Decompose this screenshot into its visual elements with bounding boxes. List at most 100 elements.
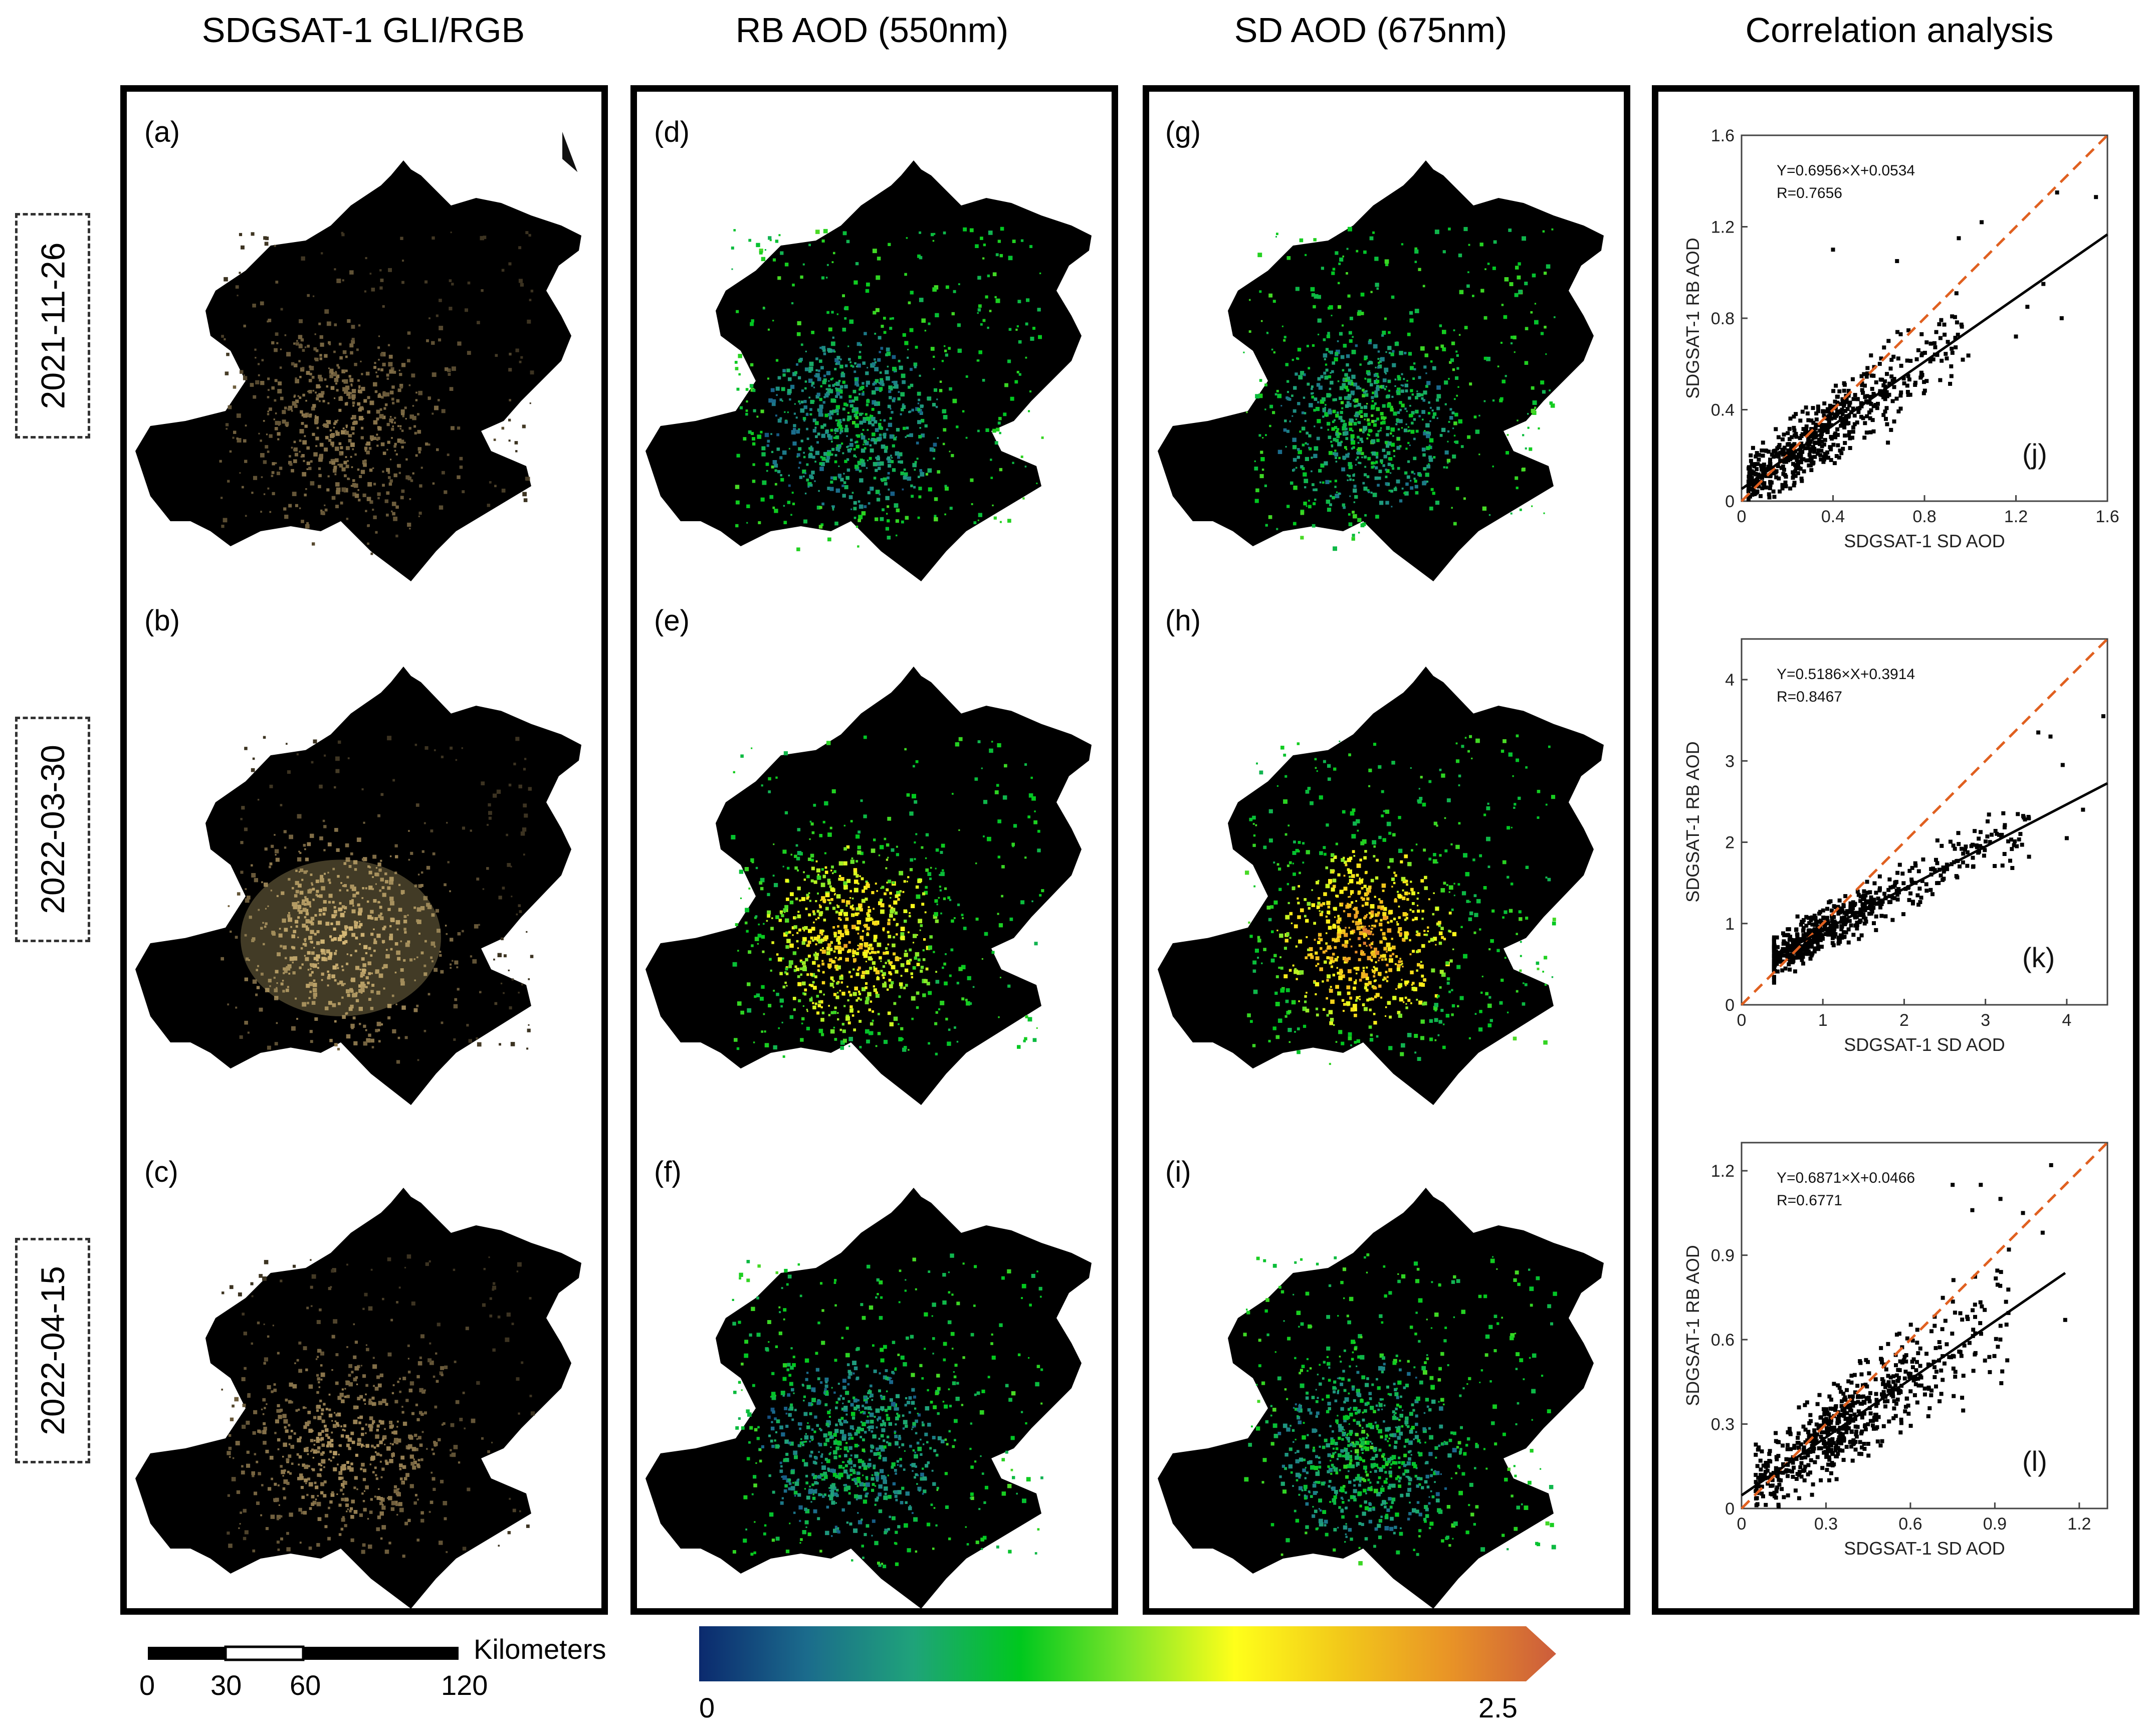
map-pixel <box>987 326 989 329</box>
map-pixel <box>365 257 367 260</box>
map-pixel <box>414 979 416 981</box>
map-pixel <box>273 1498 277 1501</box>
map-pixel <box>429 1342 432 1345</box>
map-pixel <box>757 943 759 945</box>
map-pixel <box>907 1548 911 1553</box>
map-pixel <box>373 483 376 486</box>
map-pixel <box>803 419 805 422</box>
map-pixel <box>829 416 832 420</box>
map-pixel <box>798 467 800 469</box>
map-pixel <box>870 1384 873 1388</box>
map-pixel <box>341 1497 344 1501</box>
map-pixel <box>372 1420 375 1423</box>
map-pixel <box>820 456 823 459</box>
map-pixel <box>393 445 396 448</box>
map-pixel <box>902 380 906 384</box>
map-pixel <box>874 1503 877 1506</box>
map-pixel <box>258 374 260 376</box>
map-pixel <box>335 1413 339 1417</box>
map-pixel <box>811 927 815 931</box>
map-pixel <box>451 283 454 286</box>
map-pixel <box>389 416 392 418</box>
map-pixel <box>883 436 887 439</box>
map-pixel <box>304 940 306 942</box>
map-pixel <box>932 1353 934 1355</box>
map-pixel <box>302 1406 305 1409</box>
map-pixel <box>804 380 807 383</box>
map-pixel <box>320 342 324 347</box>
map-pixel <box>827 943 831 947</box>
map-pixel <box>314 1017 318 1021</box>
map-pixel <box>867 1492 869 1494</box>
map-pixel <box>493 958 495 961</box>
map-pixel <box>879 351 881 353</box>
map-pixel <box>841 1434 846 1439</box>
map-pixel <box>928 1042 930 1045</box>
map-pixel <box>1004 383 1008 387</box>
map-pixel <box>350 383 353 385</box>
map-pixel <box>948 1291 951 1294</box>
map-pixel <box>931 233 934 237</box>
map-pixel <box>1300 465 1304 469</box>
map-pixel <box>948 1028 951 1031</box>
map-pixel <box>749 1333 752 1337</box>
map-pixel <box>295 342 299 346</box>
map-pixel <box>255 380 260 384</box>
map-pixel <box>310 1259 312 1261</box>
map-pixel <box>310 833 314 838</box>
map-pixel <box>1036 1270 1038 1272</box>
map-pixel <box>391 1453 395 1457</box>
map-pixel <box>343 1424 347 1428</box>
map-pixel <box>223 518 228 523</box>
map-pixel <box>396 464 400 467</box>
map-pixel <box>320 939 325 944</box>
map-pixel <box>472 959 477 964</box>
map-pixel <box>1483 400 1486 402</box>
map-pixel <box>796 429 800 434</box>
map-pixel <box>857 845 862 849</box>
map-pixel <box>811 1473 815 1476</box>
map-pixel <box>806 1495 810 1500</box>
map-pixel <box>229 1434 232 1437</box>
map-pixel <box>819 949 822 951</box>
map-pixel <box>916 963 920 966</box>
map-pixel <box>815 1478 817 1480</box>
map-pixel <box>784 263 789 267</box>
map-pixel <box>815 900 817 903</box>
map-pixel <box>244 1020 248 1025</box>
map-pixel <box>826 371 831 375</box>
map-pixel <box>974 1265 977 1268</box>
map-pixel <box>785 1452 789 1456</box>
map-pixel <box>1349 339 1353 343</box>
map-pixel <box>848 991 851 993</box>
map-pixel <box>312 988 317 992</box>
map-pixel <box>865 1482 870 1487</box>
map-pixel <box>309 990 312 993</box>
map-pixel <box>427 993 431 996</box>
map-pixel <box>794 965 797 968</box>
map-pixel <box>857 500 861 503</box>
map-pixel <box>315 1485 319 1489</box>
map-pixel <box>932 1303 936 1307</box>
map-pixel <box>849 890 852 893</box>
map-pixel <box>348 865 352 868</box>
map-pixel <box>894 1432 896 1434</box>
map-pixel <box>811 858 814 862</box>
map-pixel <box>313 983 317 987</box>
map-pixel <box>1375 395 1378 398</box>
map-pixel <box>801 1441 804 1444</box>
map-pixel <box>316 1439 320 1443</box>
map-pixel <box>321 886 325 891</box>
map-pixel <box>375 867 377 869</box>
map-pixel <box>816 868 820 873</box>
map-pixel <box>944 887 947 890</box>
map-pixel <box>278 933 283 938</box>
map-pixel <box>262 1398 266 1402</box>
map-pixel <box>917 408 921 411</box>
map-pixel <box>750 322 754 326</box>
map-pixel <box>775 386 780 391</box>
map-pixel <box>827 433 831 438</box>
map-pixel <box>312 899 315 901</box>
map-pixel <box>965 1526 967 1528</box>
map-pixel <box>443 1422 446 1425</box>
